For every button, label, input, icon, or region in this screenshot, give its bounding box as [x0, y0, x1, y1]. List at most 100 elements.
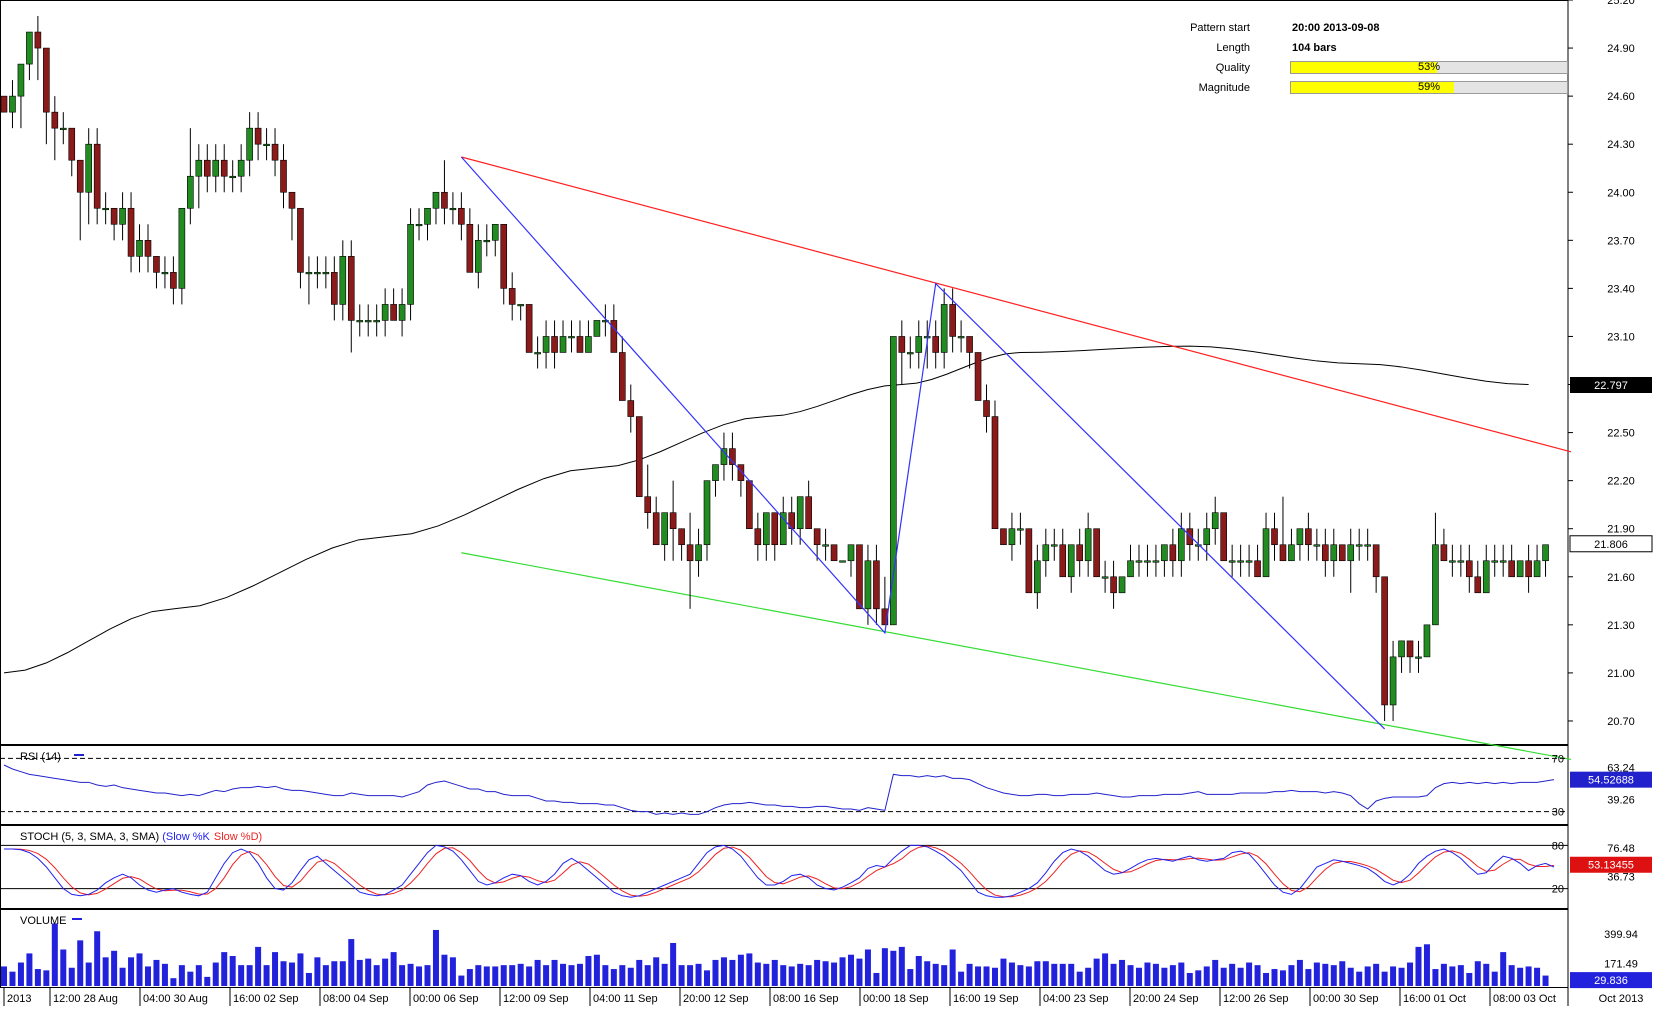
candle-body — [1533, 560, 1541, 578]
volume-bar — [102, 957, 109, 986]
candle-body — [364, 320, 372, 323]
volume-bar — [534, 959, 541, 986]
candle-body — [280, 159, 287, 193]
rsi-tick-label: 63.24 — [1607, 762, 1635, 774]
candle-body — [839, 560, 846, 563]
volume-panel[interactable]: VOLUME — [1, 915, 1549, 986]
candle-body — [856, 544, 863, 610]
volume-bar — [797, 963, 804, 986]
volume-bar — [68, 967, 75, 986]
volume-bar — [526, 966, 533, 986]
quality-bar-text: 53% — [1417, 61, 1441, 73]
stoch-panel[interactable]: 80 20 STOCH (5, 3, SMA, 3, SMA) (Slow %K Sl… — [0, 831, 1568, 898]
candle-body — [940, 304, 948, 353]
candle-body — [1432, 544, 1439, 626]
candle-body — [1254, 560, 1261, 578]
rsi-panel[interactable]: 70 30 RSI (14) — [0, 751, 1568, 819]
last-price-box — [1569, 535, 1653, 553]
candle-body — [17, 63, 25, 97]
volume-bar — [136, 953, 143, 986]
stoch-tick-label: 76.48 — [1607, 843, 1635, 855]
candle-body — [1406, 640, 1414, 658]
candle-body — [1398, 640, 1405, 658]
volume-bar — [322, 965, 329, 986]
candle-body — [398, 304, 406, 321]
volume-bar — [500, 965, 507, 986]
price-panel[interactable] — [0, 16, 1572, 761]
volume-bar — [1008, 962, 1015, 986]
price-tick-label: 21.60 — [1607, 572, 1635, 584]
volume-bar — [34, 969, 41, 986]
candle-body — [576, 336, 584, 353]
candle-body — [627, 400, 635, 417]
candle-body — [305, 272, 313, 275]
sma-line — [3, 345, 1529, 674]
volume-bar — [1161, 967, 1168, 986]
volume-bar — [382, 958, 389, 986]
candle-body — [966, 336, 973, 353]
candle-body — [568, 336, 575, 339]
volume-bar — [246, 965, 253, 986]
candle-body — [1516, 560, 1524, 578]
x-tick-label: 08:00 16 Sep — [773, 993, 838, 1005]
candle-body — [1389, 656, 1397, 706]
volume-bar — [1085, 967, 1092, 986]
candle-body — [1305, 528, 1312, 546]
volume-bar — [1237, 967, 1244, 986]
candle-body — [1110, 576, 1117, 594]
price-tick-label: 22.50 — [1607, 428, 1635, 440]
pattern-info-box: Pattern start 20:00 2013-09-08 Length 10… — [1140, 20, 1580, 102]
rsi-label: RSI (14) — [20, 751, 61, 763]
candle-body — [381, 304, 389, 321]
candle-body — [1050, 544, 1058, 547]
volume-bar — [907, 969, 914, 986]
volume-bar — [873, 972, 880, 986]
candle-body — [1017, 528, 1024, 531]
volume-bar — [43, 970, 50, 986]
candle-body — [695, 544, 702, 562]
volume-bar — [331, 961, 338, 986]
candle-body — [830, 544, 838, 562]
candle-body — [1067, 544, 1075, 578]
resistance-line — [461, 156, 1572, 453]
candle-body — [1457, 560, 1465, 563]
candle-body — [110, 207, 118, 225]
candle-body — [475, 240, 482, 273]
volume-bar — [898, 946, 905, 986]
magnitude-label: Magnitude — [1198, 82, 1250, 94]
candle-body — [991, 416, 999, 530]
candle-body — [1262, 528, 1270, 578]
volume-bar — [483, 966, 490, 986]
candle-body — [1525, 560, 1532, 578]
candle-body — [669, 512, 677, 530]
candle-body — [686, 544, 694, 562]
pattern-start-label: Pattern start — [1190, 22, 1250, 34]
volume-bar — [729, 959, 736, 986]
volume-value-box — [1570, 972, 1652, 989]
volume-bar — [966, 963, 973, 986]
candle-body — [1322, 544, 1329, 562]
volume-bar — [1356, 971, 1363, 986]
volume-bar — [9, 971, 16, 986]
volume-bar — [187, 971, 194, 986]
volume-bar — [627, 967, 634, 986]
candle-body — [1084, 528, 1092, 562]
volume-bar — [94, 931, 101, 986]
volume-bar — [1254, 965, 1261, 986]
price-tick-label: 23.70 — [1607, 235, 1635, 247]
rsi-line — [3, 764, 1555, 815]
candle-body — [339, 256, 347, 305]
volume-bar — [466, 969, 473, 986]
volume-bar — [128, 957, 135, 986]
x-tick-label: 00:00 06 Sep — [413, 993, 478, 1005]
candle-body — [712, 464, 719, 481]
volume-bar — [746, 953, 753, 986]
volume-bar — [1313, 962, 1320, 986]
volume-bar — [1322, 963, 1329, 986]
candle-body — [593, 320, 601, 337]
volume-bar — [890, 950, 897, 986]
quality-bar: 53% — [1290, 61, 1568, 74]
volume-bar — [1059, 963, 1066, 986]
volume-bar — [932, 963, 939, 986]
volume-bar — [661, 963, 668, 986]
